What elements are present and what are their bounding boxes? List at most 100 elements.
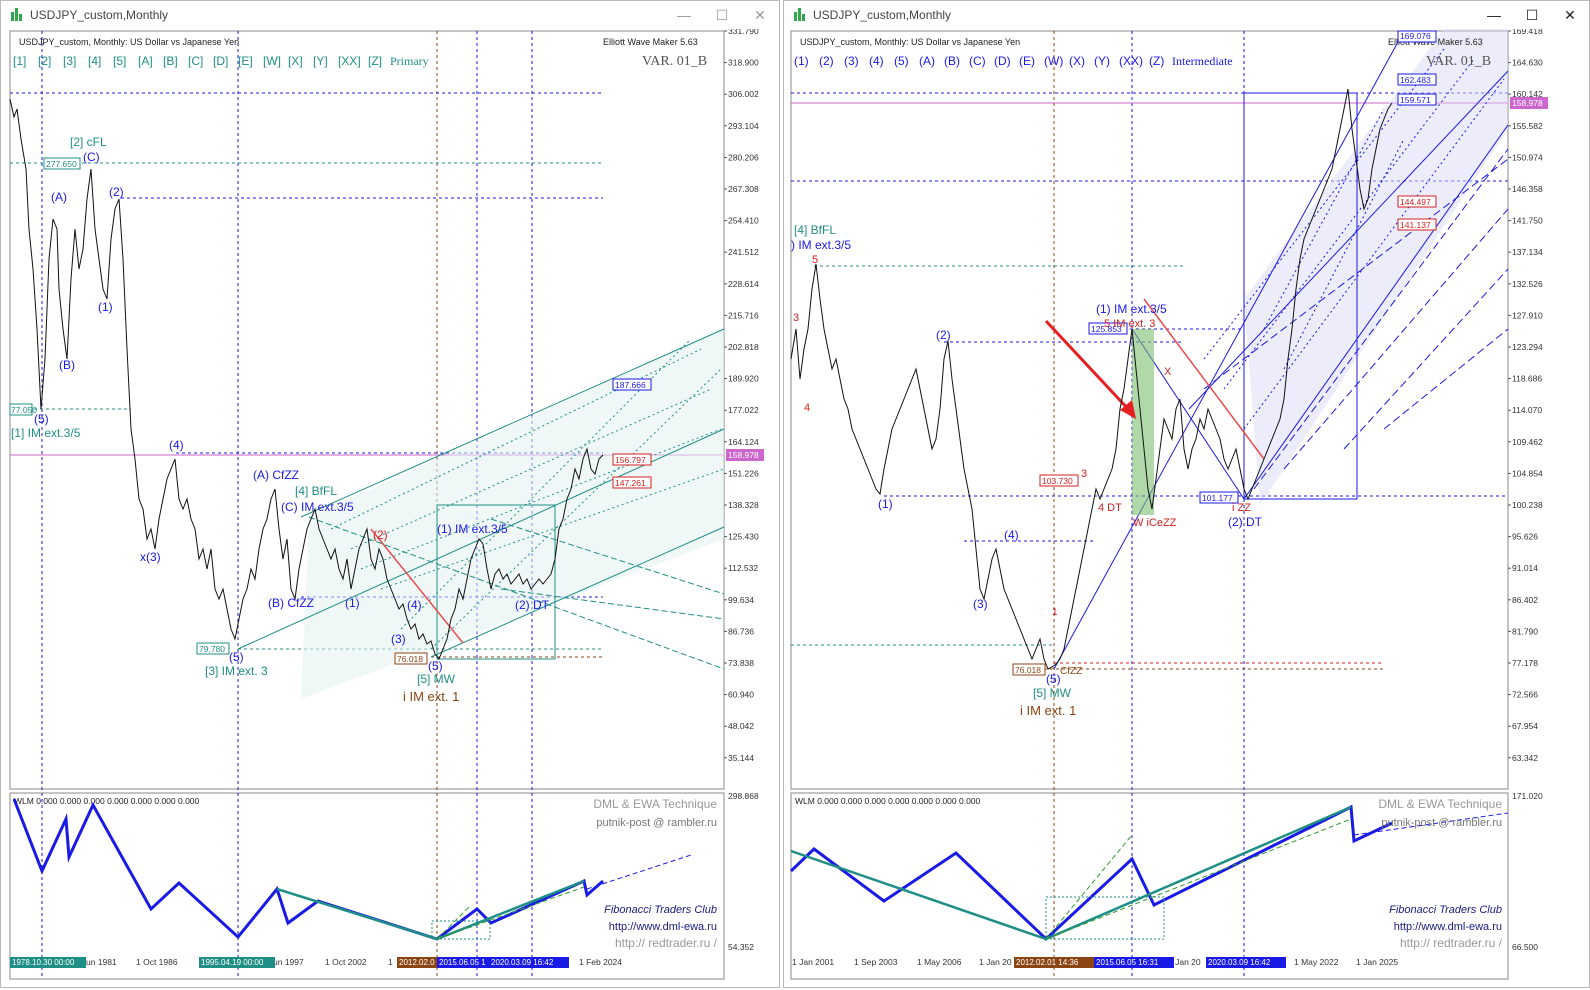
wave-line bbox=[789, 804, 1393, 942]
time-axis-label: 1 Jan 20 bbox=[1168, 957, 1201, 967]
maximize-icon[interactable]: ☐ bbox=[715, 6, 729, 23]
wave-label: 4 bbox=[804, 402, 810, 414]
time-tags: 2012.02.01 14:36 2015.06.05 16:31 2020.0… bbox=[1014, 957, 1286, 968]
chart-window-left[interactable]: USDJPY_custom,Monthly — ☐ ✕ bbox=[0, 0, 780, 988]
wave-labels: [2] cFL (C) (A) (2) (1) (B) (5) [1] IM e… bbox=[11, 135, 550, 704]
close-icon[interactable]: ✕ bbox=[754, 6, 766, 23]
price-axis-label: 189.920 bbox=[728, 374, 759, 384]
time-axis-label: 1 Sep 2003 bbox=[854, 957, 898, 967]
window-titlebar[interactable]: USDJPY_custom,Monthly — ☐ ✕ bbox=[1, 1, 779, 29]
wave-button-row[interactable]: (1) (2) (3) (4) (5) (A) (B) (C) (D) (E) (W) (X) (Y) (… bbox=[794, 54, 1164, 68]
wave-button[interactable]: (XX) bbox=[1119, 54, 1143, 68]
price-box bbox=[9, 403, 33, 416]
price-axis-label: 151.226 bbox=[728, 468, 759, 478]
price-axis-label: 267.308 bbox=[728, 184, 759, 194]
price-axis-label: 132.526 bbox=[1512, 279, 1543, 289]
wave-button[interactable]: (X) bbox=[1069, 54, 1085, 68]
watermark-tech: DML & EWA Technique bbox=[1378, 797, 1502, 811]
price-box-label: 156.797 bbox=[615, 455, 646, 465]
wave-line bbox=[12, 798, 604, 941]
minimize-icon[interactable]: — bbox=[1487, 7, 1501, 23]
wave-button[interactable]: (C) bbox=[969, 54, 986, 68]
wave-button[interactable]: (E) bbox=[1019, 54, 1035, 68]
wave-button[interactable]: (1) bbox=[794, 54, 809, 68]
wave-button[interactable]: (4) bbox=[869, 54, 884, 68]
chart-window-right[interactable]: USDJPY_custom,Monthly — ☐ ✕ bbox=[783, 0, 1590, 988]
wave-label: (1) bbox=[98, 300, 113, 314]
wave-box bbox=[436, 504, 556, 660]
green-zone bbox=[1132, 329, 1154, 515]
wave-label: i ZZ bbox=[1232, 502, 1251, 514]
watermark-email: putnik-post @ rambler.ru bbox=[1381, 817, 1502, 829]
time-tag: 2020.03.09 16:42 bbox=[1208, 958, 1271, 967]
wave-button[interactable]: [3] bbox=[63, 54, 76, 68]
wave-button[interactable]: [5] bbox=[113, 54, 126, 68]
price-axis-label: 35.144 bbox=[728, 753, 754, 763]
wave-button[interactable]: [XX] bbox=[338, 54, 361, 68]
wave-label: X bbox=[1164, 366, 1172, 378]
degree-label[interactable]: Primary bbox=[390, 54, 429, 68]
wave-label: (B) CfZZ bbox=[268, 596, 314, 610]
sub-box bbox=[431, 920, 491, 940]
degree-label[interactable]: Intermediate bbox=[1172, 54, 1233, 68]
price-chart[interactable]: USDJPY_custom, Monthly: US Dollar vs Jap… bbox=[784, 29, 1589, 987]
wave-button[interactable]: (D) bbox=[994, 54, 1011, 68]
time-axis-label: 1 Jan 20 bbox=[979, 957, 1012, 967]
wave-button[interactable]: [E] bbox=[238, 54, 253, 68]
wave-button[interactable]: [B] bbox=[163, 54, 178, 68]
wave-button[interactable]: [W] bbox=[263, 54, 281, 68]
price-box bbox=[1397, 93, 1437, 106]
minimize-icon[interactable]: — bbox=[677, 7, 691, 23]
wave-button[interactable]: (W) bbox=[1044, 54, 1063, 68]
wave-button[interactable]: [1] bbox=[13, 54, 26, 68]
price-box bbox=[1012, 663, 1046, 676]
wave-button[interactable]: [Y] bbox=[313, 54, 328, 68]
price-axis-label: 169.418 bbox=[1512, 29, 1543, 36]
trend-channel-fill bbox=[1244, 29, 1508, 505]
wave-button[interactable]: [Z] bbox=[368, 54, 382, 68]
window-title: USDJPY_custom,Monthly bbox=[30, 8, 169, 22]
wave-button[interactable]: (5) bbox=[894, 54, 909, 68]
wave-button[interactable]: [C] bbox=[188, 54, 203, 68]
wave-button[interactable]: [X] bbox=[288, 54, 303, 68]
wave-button[interactable]: (B) bbox=[944, 54, 960, 68]
trend-channel-fill bbox=[301, 329, 724, 699]
wave-button[interactable]: [D] bbox=[213, 54, 228, 68]
window-titlebar[interactable]: USDJPY_custom,Monthly — ☐ ✕ bbox=[784, 1, 1589, 29]
wave-button[interactable]: (3) bbox=[844, 54, 859, 68]
price-chart[interactable]: USDJPY_custom, Monthly: US Dollar vs Jap… bbox=[1, 29, 779, 987]
price-box-label: 77.050 bbox=[11, 405, 37, 415]
price-axis-label: 99.634 bbox=[728, 595, 754, 605]
time-tag: 2020.03.09 16:42 bbox=[491, 958, 554, 967]
price-axis-label: 73.838 bbox=[728, 658, 754, 668]
watermark-site: http://www.dml-ewa.ru bbox=[1394, 921, 1502, 933]
price-box bbox=[612, 476, 652, 489]
price-axis-label: 318.900 bbox=[728, 58, 759, 68]
wave-button[interactable]: [2] bbox=[38, 54, 51, 68]
wave-label: 3 bbox=[793, 312, 799, 324]
wave-button[interactable]: (Y) bbox=[1094, 54, 1110, 68]
wave-button[interactable]: (2) bbox=[819, 54, 834, 68]
chart-caption: USDJPY_custom, Monthly: US Dollar vs Jap… bbox=[19, 37, 239, 47]
maximize-icon[interactable]: ☐ bbox=[1525, 6, 1539, 23]
wave-label: CfZZ bbox=[1060, 666, 1082, 677]
wave-button[interactable]: [4] bbox=[88, 54, 101, 68]
sub-axis-label: 54.352 bbox=[728, 942, 754, 952]
close-icon[interactable]: ✕ bbox=[1564, 6, 1576, 23]
time-axis-label: 1 May 2006 bbox=[917, 957, 962, 967]
wave-button-row[interactable]: [1] [2] [3] [4] [5] [A] [B] [C] [D] [E] [W] [X] [Y] [… bbox=[13, 54, 382, 68]
wave-button[interactable]: (Z) bbox=[1149, 54, 1164, 68]
wave-label: i IM ext. 1 bbox=[403, 689, 459, 704]
wave-label: (1) IM ext.3/5 bbox=[437, 522, 508, 536]
chart-caption: USDJPY_custom, Monthly: US Dollar vs Jap… bbox=[800, 37, 1020, 47]
wave-button[interactable]: (A) bbox=[919, 54, 935, 68]
wave-label: (4) bbox=[407, 598, 422, 612]
price-box-label: 101.177 bbox=[1202, 493, 1233, 503]
price-box-group: 169.076 162.483 159.571 144.497 141.137 … bbox=[1012, 30, 1548, 676]
trend-line-teal bbox=[790, 805, 1352, 941]
wave-label: [3] IM ext. 3 bbox=[205, 664, 268, 678]
price-box-label: 277.650 bbox=[46, 159, 77, 169]
wave-label: ) IM ext.3/5 bbox=[791, 238, 851, 252]
price-axis-label: 155.582 bbox=[1512, 121, 1543, 131]
wave-button[interactable]: [A] bbox=[138, 54, 153, 68]
